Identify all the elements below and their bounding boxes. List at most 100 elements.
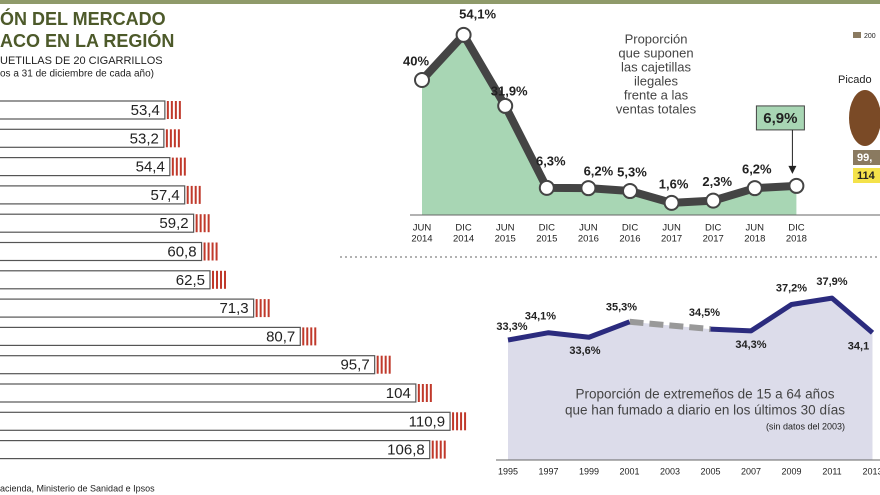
filter-stripe [456,412,459,431]
value-label: 104 [386,385,411,402]
x-tick-label: DIC [455,223,472,234]
value-label: 54,1% [459,6,496,21]
annotation: que han fumado a diario en los últimos 3… [565,403,845,418]
filter-stripe [175,157,178,176]
value-label: 1,6% [659,176,689,191]
filter-stripe [171,157,174,176]
value-label: 6,2% [742,162,772,177]
annotation: que suponen [618,45,693,60]
x-tick-label: 2014 [411,234,432,245]
filter-stripe [425,384,428,402]
annotation: Proporción de extremeños de 15 a 64 años [576,387,835,402]
gap-bridge [629,318,711,333]
value-label: 37,9% [816,276,847,288]
filter-stripe [255,299,258,318]
filter-stripe [194,185,197,204]
tobacco-image [849,90,880,146]
x-tick-label: DIC [539,223,556,234]
filter-stripe [199,214,202,233]
line [419,30,797,207]
marker [705,192,722,209]
marker [622,183,638,200]
filter-stripe [183,157,186,176]
bar [0,100,166,120]
value-label: 71,3 [219,300,248,317]
value-label: 59,2 [159,215,188,232]
annotation: ventas totales [616,101,697,116]
value-label: 57,4 [151,187,180,204]
value-label: 40% [403,53,429,68]
value-label: 33,6% [569,345,600,357]
filter-stripe [417,384,420,402]
value-label: 5,3% [617,164,647,179]
bar [0,411,451,431]
bar [0,128,165,148]
filter-stripe [179,157,182,176]
x-tick-label: 2015 [536,234,557,245]
x-tick-label: 2005 [700,466,720,476]
filter-stripe [198,185,201,204]
filter-stripe [165,129,168,148]
x-tick-label: 2003 [660,466,680,476]
filter-stripe [207,214,210,233]
line [507,295,875,343]
filter-stripe [380,355,383,374]
x-tick-label: 2015 [495,234,516,245]
value-label: 34,5% [689,307,720,319]
filter-stripe [460,412,463,431]
bar [0,298,255,318]
value-label: 34,3% [735,339,766,351]
title: ÓN DEL MERCADO [0,8,166,29]
filter-stripe [216,270,218,289]
annotation: frente a las [624,87,689,102]
x-tick-label: 2011 [822,466,841,476]
filter-stripe [174,101,177,119]
value-label: 34,1 [848,341,869,353]
value-label: 6,2% [584,164,614,179]
filter-stripe [169,129,172,148]
filter-stripe [220,270,222,289]
filter-stripe [431,440,434,459]
x-tick-label: DIC [705,223,722,234]
marker [746,180,763,197]
filter-stripe [177,129,180,148]
x-tick-label: 2013 [862,466,880,476]
arrow-head [788,165,797,174]
marker [497,97,514,114]
filter-stripe [215,242,218,261]
filter-stripe [429,384,432,402]
bar [0,241,203,262]
side-value: 114 [857,170,876,182]
filter-stripe [439,440,442,459]
filter-stripe [443,440,446,459]
filter-stripe [259,299,262,318]
source: acienda, Ministerio de Sanidad e Ipsos [0,483,155,493]
x-tick-label: 2009 [781,466,801,476]
x-tick-label: 2018 [744,234,765,245]
marker [580,180,597,197]
bar [0,355,376,375]
x-tick-label: 2001 [619,466,639,476]
filter-stripe [224,270,226,289]
x-tick-label: 2014 [453,234,474,245]
x-tick-label: JUN [413,223,432,234]
filter-stripe [178,101,181,119]
bar [0,383,417,403]
area-fill [508,298,873,460]
filter-stripe [190,185,193,204]
filter-stripe [166,101,169,119]
filter-stripe [186,185,189,204]
subtitle: UETILLAS DE 20 CIGARRILLOS [0,55,163,67]
filter-stripe [207,242,210,261]
bar [0,185,186,205]
side-label: Picado [838,74,872,86]
value-label: 95,7 [340,357,369,374]
value-label: 33,3% [496,321,527,333]
filter-stripe [388,355,391,374]
x-tick-label: 1995 [498,466,518,476]
value-label: 54,4 [136,159,165,176]
subtitle: os a 31 de diciembre de cada año) [0,69,154,80]
top-border [0,0,880,4]
area-fill [422,34,797,215]
x-tick-label: JUN [496,223,515,234]
